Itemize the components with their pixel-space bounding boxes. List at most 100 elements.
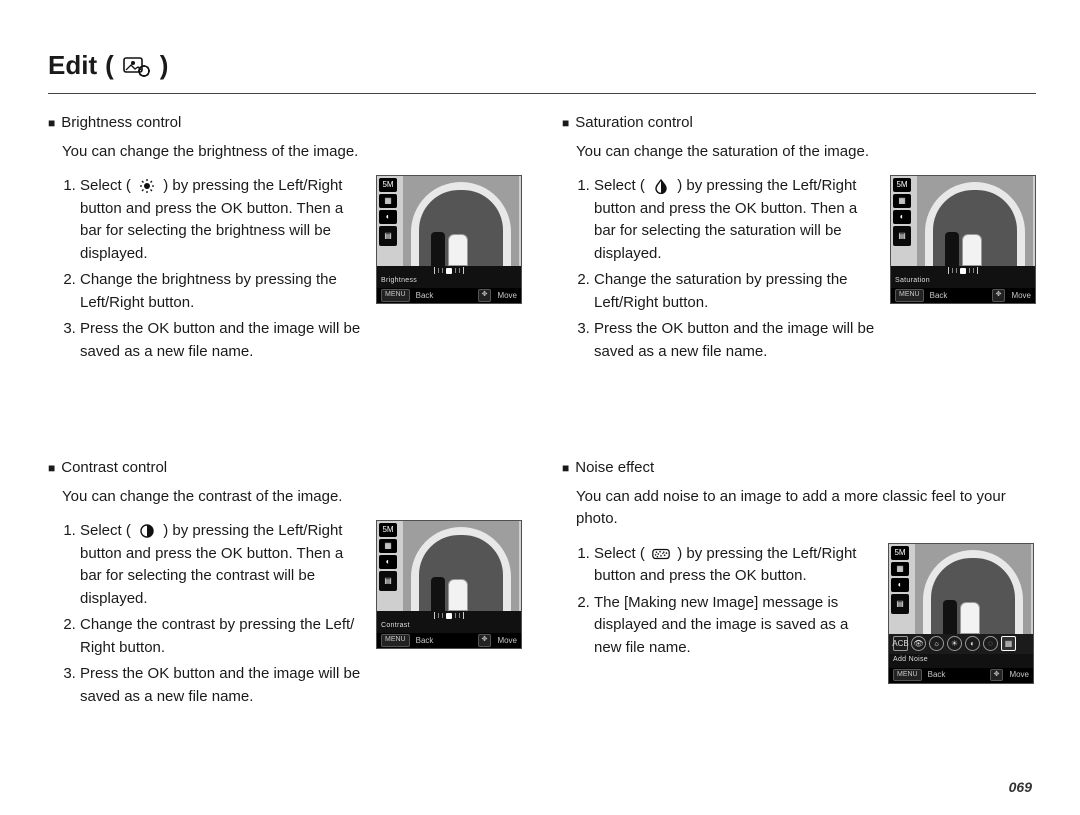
bullet-icon: ■: [562, 462, 569, 474]
lcd-icon: ▦: [891, 562, 909, 576]
section-title: Contrast control: [61, 457, 167, 480]
lcd-icon: ▤: [379, 226, 397, 246]
manual-page: Edit ( ) ■ Brightness control You can ch…: [0, 0, 1080, 815]
section-contrast: ■ Contrast control You can change the co…: [48, 457, 522, 712]
title-paren-open: (: [105, 50, 114, 81]
page-title: Edit: [48, 50, 97, 81]
section-description: You can change the contrast of the image…: [62, 486, 522, 509]
bullet-icon: ■: [48, 462, 55, 474]
lcd-size-badge: 5M: [379, 523, 397, 537]
step-2: Change the saturation by pressing the Le…: [594, 269, 880, 314]
section-heading: ■ Brightness control: [48, 112, 522, 135]
lcd-back: Back: [416, 290, 434, 302]
section-heading: ■ Contrast control: [48, 457, 522, 480]
brightness-icon: [135, 178, 159, 194]
bullet-icon: ■: [562, 117, 569, 129]
section-description: You can change the saturation of the ima…: [576, 141, 1036, 164]
effect-chip-icon: ☼: [929, 636, 944, 651]
lcd-icon: ◐: [891, 578, 909, 592]
section-title: Noise effect: [575, 457, 654, 480]
lcd-thumbnail: 5M ▦ ◐ ▤: [890, 175, 1036, 304]
section-noise: ■ Noise effect You can add noise to an i…: [562, 457, 1036, 684]
menu-button-icon: MENU: [381, 289, 410, 302]
lcd-icon: ▤: [893, 226, 911, 246]
lcd-icon: ▤: [379, 571, 397, 591]
effect-chip-selected-icon: ▦: [1001, 636, 1016, 651]
lcd-label: Saturation: [895, 276, 1031, 287]
bullet-icon: ■: [48, 117, 55, 129]
page-number: 069: [1009, 779, 1032, 795]
effect-chip-icon: 👁: [911, 636, 926, 651]
lcd-move: Move: [1009, 669, 1029, 681]
steps-list: Select ( ) by pressing the Left/Right bu…: [62, 520, 366, 708]
step-2: Change the brightness by pressing the Le…: [80, 269, 366, 314]
lcd-icon: ◐: [379, 555, 397, 569]
nav-button-icon: ✥: [990, 669, 1004, 682]
lcd-icon: ▤: [891, 594, 909, 614]
page-title-row: Edit ( ): [48, 50, 1036, 87]
lcd-thumbnail: 5M ▦ ◐ ▤: [376, 520, 522, 649]
columns: ■ Brightness control You can change the …: [48, 112, 1036, 712]
nav-button-icon: ✥: [992, 289, 1006, 302]
section-heading: ■ Saturation control: [562, 112, 1036, 135]
nav-button-icon: ✥: [478, 289, 492, 302]
lcd-icon: ▦: [379, 539, 397, 553]
menu-button-icon: MENU: [381, 634, 410, 647]
section-description: You can change the brightness of the ima…: [62, 141, 522, 164]
lcd-move: Move: [497, 290, 517, 302]
lcd-icon: ◐: [893, 210, 911, 224]
step-1: Select ( ) by pressing the Left/Right bu…: [80, 520, 366, 610]
edit-icon: [122, 55, 152, 77]
lcd-icon: ▦: [379, 194, 397, 208]
lcd-icon: ▦: [893, 194, 911, 208]
right-column: ■ Saturation control You can change the …: [562, 112, 1036, 712]
lcd-label: Contrast: [381, 621, 517, 632]
slider-bar: [381, 613, 517, 619]
section-description: You can add noise to an image to add a m…: [576, 486, 1036, 531]
lcd-move: Move: [1011, 290, 1031, 302]
lcd-icon: ◐: [379, 210, 397, 224]
lcd-label: Brightness: [381, 276, 517, 287]
lcd-label: Add Noise: [893, 655, 1029, 666]
lcd-size-badge: 5M: [893, 178, 911, 192]
effect-strip: ACB 👁 ☼ ☀ ◐ ◌ ▦: [889, 634, 1033, 654]
lcd-back: Back: [928, 669, 946, 681]
left-column: ■ Brightness control You can change the …: [48, 112, 522, 712]
menu-button-icon: MENU: [895, 289, 924, 302]
lcd-back: Back: [930, 290, 948, 302]
slider-bar: [381, 268, 517, 274]
step-3: Press the OK button and the image will b…: [80, 318, 366, 363]
contrast-icon: [135, 523, 159, 539]
effect-chip-icon: ACB: [893, 636, 908, 651]
lcd-move: Move: [497, 635, 517, 647]
section-brightness: ■ Brightness control You can change the …: [48, 112, 522, 367]
title-rule: [48, 93, 1036, 94]
lcd-back: Back: [416, 635, 434, 647]
section-title: Saturation control: [575, 112, 693, 135]
nav-button-icon: ✥: [478, 634, 492, 647]
effect-chip-icon: ◌: [983, 636, 998, 651]
slider-bar: [895, 268, 1031, 274]
effect-chip-icon: ☀: [947, 636, 962, 651]
lcd-thumbnail: 5M ▦ ◐ ▤ ACB 👁 ☼: [888, 543, 1036, 684]
section-title: Brightness control: [61, 112, 181, 135]
steps-list: Select (: [576, 543, 878, 660]
step-3: Press the OK button and the image will b…: [594, 318, 880, 363]
effect-chip-icon: ◐: [965, 636, 980, 651]
menu-button-icon: MENU: [893, 669, 922, 682]
saturation-icon: [649, 178, 673, 194]
step-1: Select (: [594, 543, 878, 588]
step-1: Select ( ) by pressing the Left/Right bu…: [594, 175, 880, 265]
section-saturation: ■ Saturation control You can change the …: [562, 112, 1036, 367]
steps-list: Select ( ) by pressing the Left/Right bu…: [576, 175, 880, 363]
lcd-size-badge: 5M: [379, 178, 397, 192]
step-1: Select (: [80, 175, 366, 265]
section-heading: ■ Noise effect: [562, 457, 1036, 480]
noise-icon: [649, 546, 673, 562]
title-paren-close: ): [160, 50, 169, 81]
step-2: The [Making new Image] message is displa…: [594, 592, 878, 660]
lcd-thumbnail: 5M ▦ ◐ ▤: [376, 175, 522, 304]
steps-list: Select (: [62, 175, 366, 363]
step-2: Change the contrast by pressing the Left…: [80, 614, 366, 659]
lcd-size-badge: 5M: [891, 546, 909, 560]
